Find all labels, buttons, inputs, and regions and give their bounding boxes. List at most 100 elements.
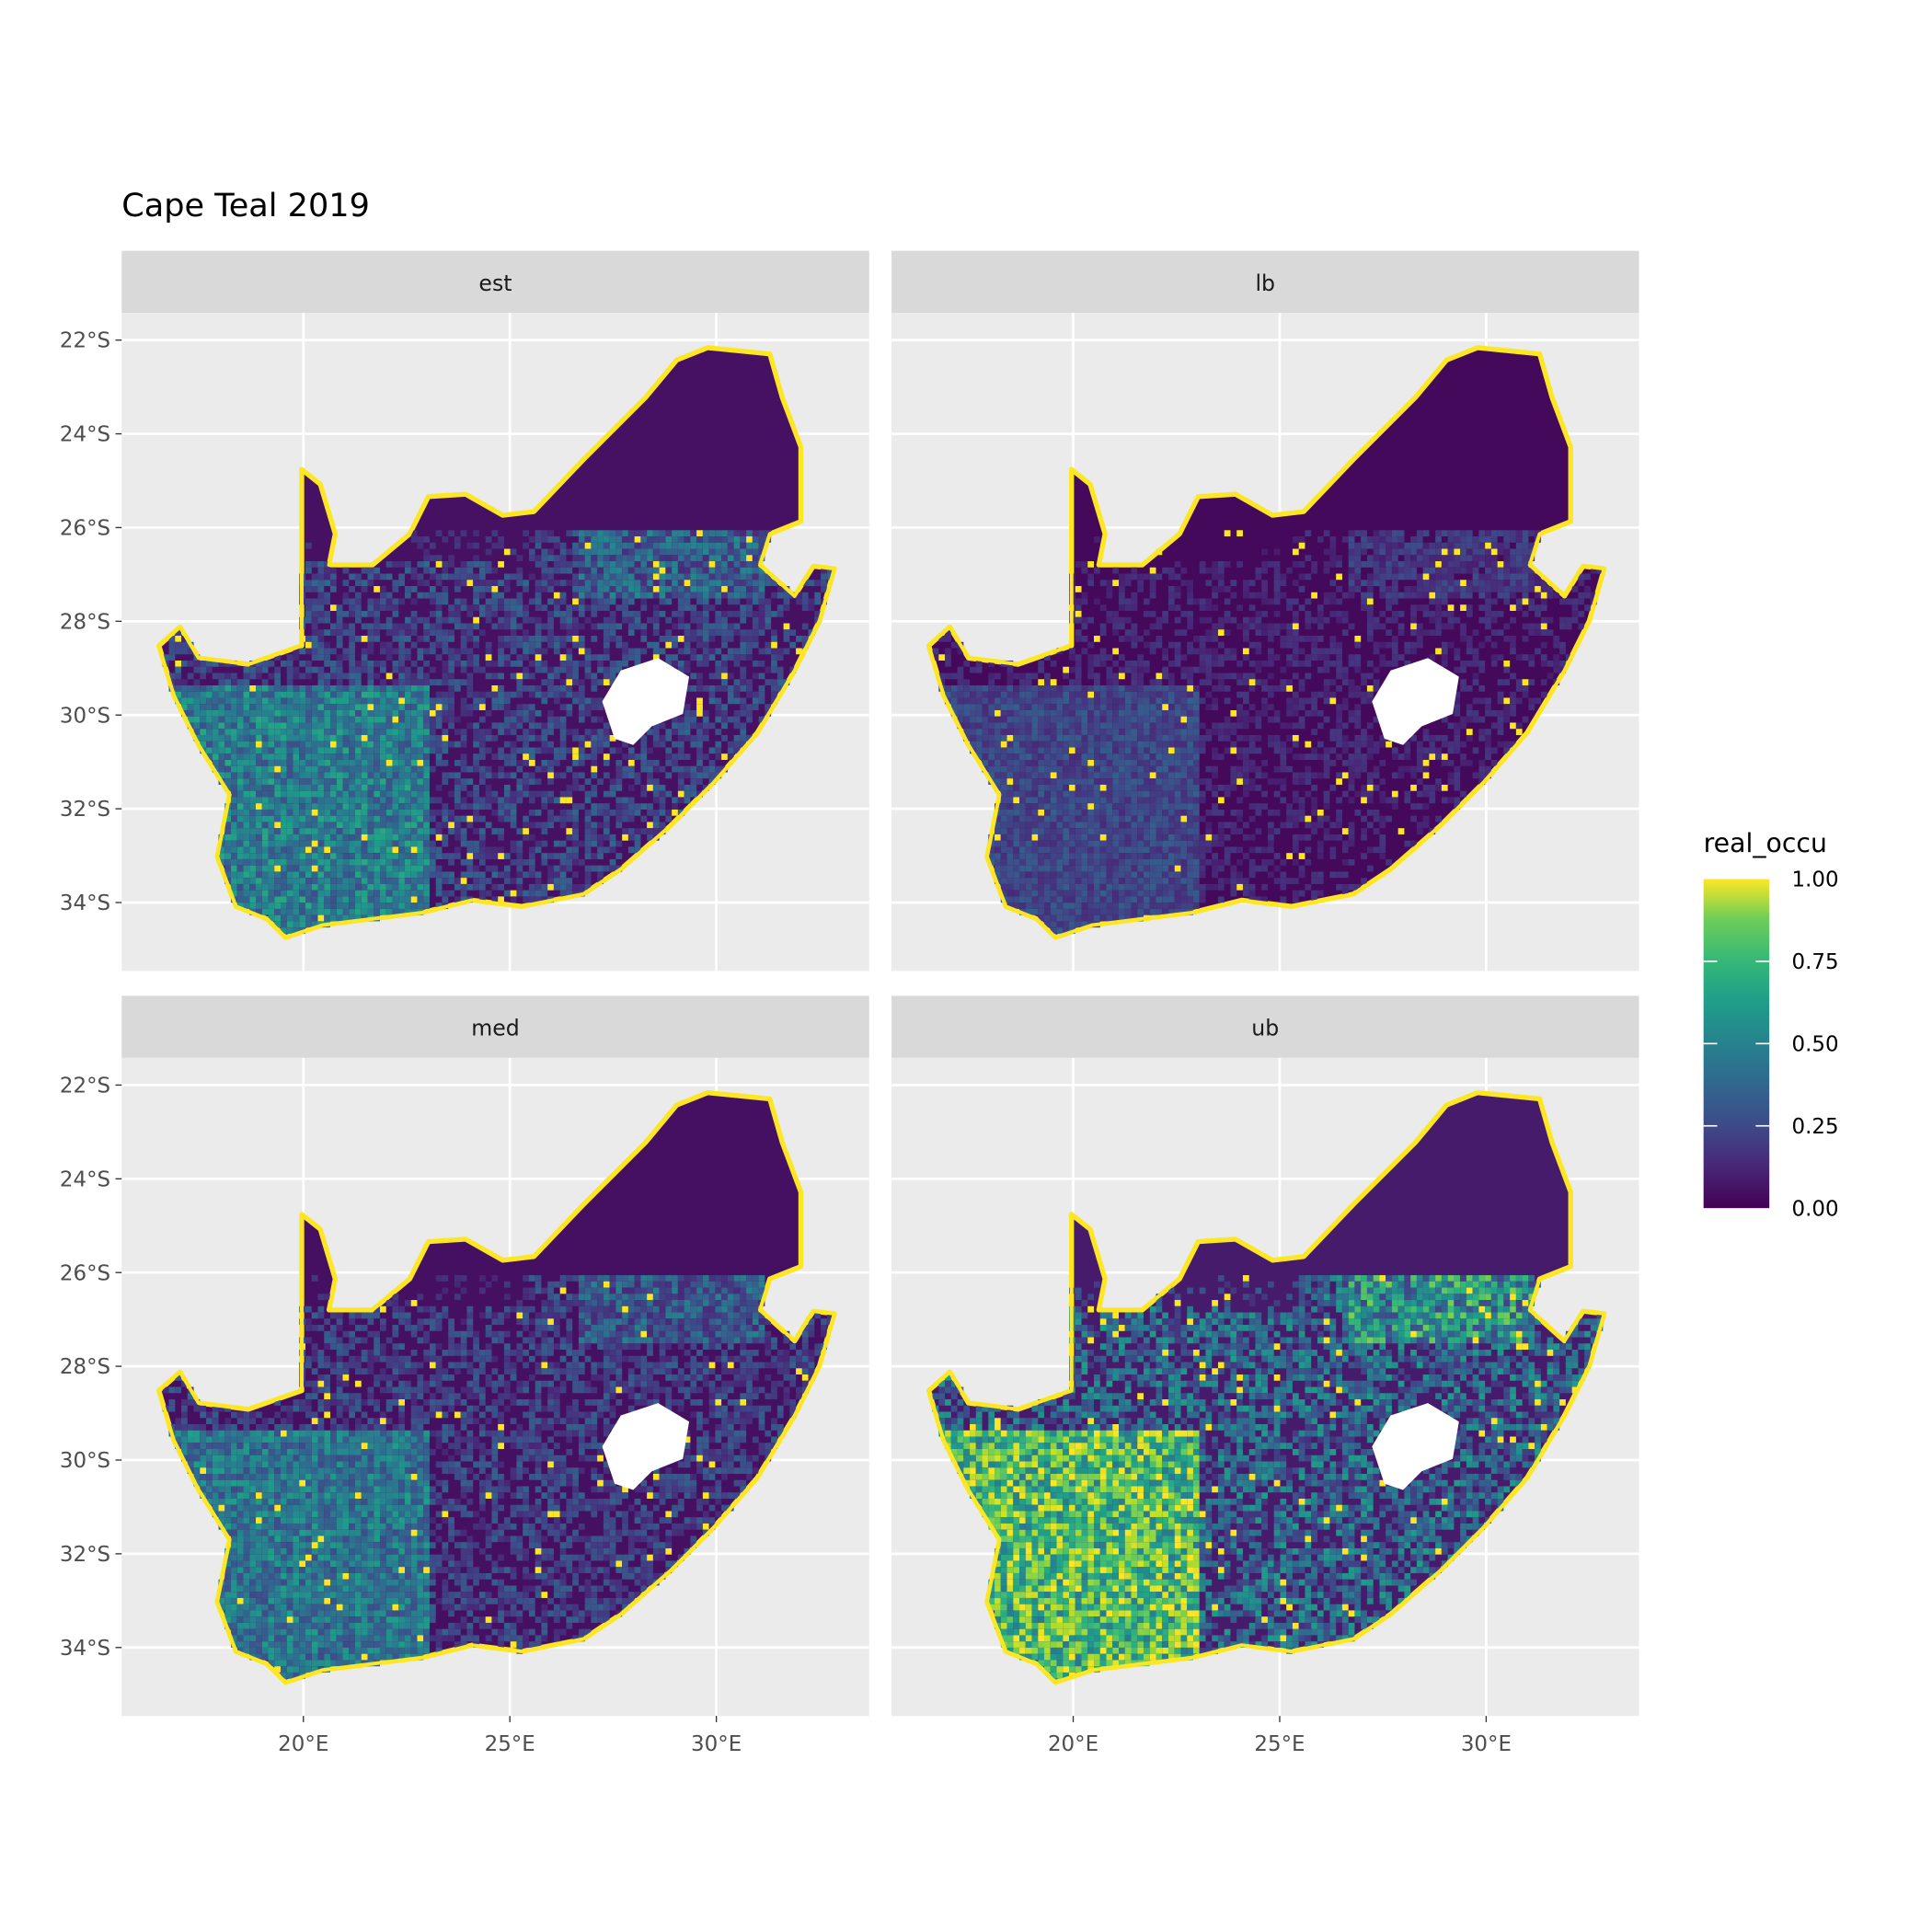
occupancy-cell [746, 716, 753, 723]
occupancy-cell [243, 903, 250, 909]
occupancy-cell [1317, 604, 1324, 612]
occupancy-cell [224, 704, 232, 710]
occupancy-cell [286, 921, 293, 928]
occupancy-cell [1422, 629, 1430, 637]
occupancy-cell [374, 778, 380, 785]
occupancy-cell [423, 840, 430, 847]
occupancy-cell [572, 815, 579, 822]
occupancy-cell [627, 586, 635, 592]
occupancy-cell [566, 729, 573, 735]
occupancy-cell [429, 598, 436, 605]
occupancy-cell [299, 778, 306, 785]
occupancy-cell [398, 828, 405, 834]
occupancy-cell [435, 716, 443, 723]
occupancy-cell [1119, 704, 1125, 710]
occupancy-cell [206, 729, 213, 735]
occupancy-cell [367, 684, 374, 692]
occupancy-cell [181, 679, 188, 685]
occupancy-cell [249, 840, 257, 847]
occupancy-cell [324, 809, 330, 816]
occupancy-cell [293, 729, 300, 735]
occupancy-cell [1515, 567, 1523, 574]
occupancy-cell [1187, 697, 1193, 705]
occupancy-cell [498, 803, 504, 810]
occupancy-cell [578, 611, 585, 617]
occupancy-cell [261, 878, 269, 884]
occupancy-cell [385, 629, 393, 637]
occupancy-cell [603, 753, 610, 760]
occupancy-cell [442, 691, 449, 698]
occupancy-cell [1242, 679, 1249, 685]
occupancy-cell [591, 573, 598, 581]
occupancy-cell [1305, 709, 1312, 717]
occupancy-cell [379, 753, 386, 760]
occupancy-cell [1087, 697, 1095, 705]
occupancy-cell [454, 729, 461, 735]
occupancy-cell [702, 555, 709, 562]
occupancy-cell [1286, 567, 1293, 574]
occupancy-cell [442, 592, 449, 599]
occupancy-cell [281, 709, 287, 717]
occupancy-cell [231, 790, 237, 798]
occupancy-cell [268, 834, 275, 841]
occupancy-cell [696, 679, 703, 685]
occupancy-cell [293, 797, 300, 804]
occupancy-cell [1540, 679, 1547, 685]
occupancy-cell [417, 809, 424, 816]
occupancy-cell [672, 561, 678, 568]
occupancy-cell [715, 616, 722, 624]
occupancy-cell [286, 865, 293, 872]
occupancy-cell [1131, 623, 1138, 630]
occupancy-cell [640, 536, 648, 543]
occupancy-cell [1361, 530, 1367, 537]
occupancy-cell [336, 853, 343, 859]
occupancy-cell [541, 759, 548, 766]
occupancy-cell [498, 896, 504, 903]
occupancy-cell [236, 890, 244, 897]
occupancy-cell [1410, 555, 1417, 562]
occupancy-cell [970, 697, 976, 705]
occupancy-cell [249, 747, 257, 754]
occupancy-cell [261, 741, 269, 748]
occupancy-cell [286, 790, 293, 798]
occupancy-cell [379, 865, 386, 872]
occupancy-cell [721, 636, 728, 642]
occupancy-cell [1341, 697, 1349, 705]
occupancy-cell [1273, 716, 1281, 723]
occupancy-cell [349, 809, 355, 816]
occupancy-cell [1515, 654, 1523, 661]
occupancy-cell [1236, 691, 1243, 698]
occupancy-cell [274, 828, 282, 834]
occupancy-cell [268, 828, 275, 834]
occupancy-cell [404, 684, 411, 692]
occupancy-cell [547, 611, 554, 617]
occupancy-cell [696, 697, 703, 705]
occupancy-cell [1447, 542, 1455, 549]
occupancy-cell [392, 666, 399, 673]
occupancy-cell [758, 586, 765, 592]
occupancy-cell [622, 741, 628, 748]
occupancy-cell [677, 716, 684, 723]
occupancy-cell [1298, 704, 1305, 710]
occupancy-cell [423, 896, 430, 903]
occupancy-cell [733, 697, 741, 705]
occupancy-cell [559, 616, 567, 624]
occupancy-cell [187, 684, 194, 692]
occupancy-cell [535, 709, 542, 717]
occupancy-cell [708, 747, 716, 754]
occupancy-cell [398, 734, 405, 742]
occupancy-cell [354, 790, 362, 798]
occupancy-cell [454, 828, 461, 834]
occupancy-cell [274, 679, 282, 685]
occupancy-cell [317, 592, 325, 599]
occupancy-cell [329, 914, 337, 922]
occupancy-cell [1571, 616, 1579, 624]
occupancy-cell [1044, 697, 1051, 705]
occupancy-cell [659, 741, 666, 748]
occupancy-cell [379, 822, 386, 829]
occupancy-cell [491, 704, 499, 710]
occupancy-cell [715, 623, 722, 630]
occupancy-cell [647, 772, 653, 779]
occupancy-cell [1348, 623, 1355, 630]
occupancy-cell [597, 598, 604, 605]
